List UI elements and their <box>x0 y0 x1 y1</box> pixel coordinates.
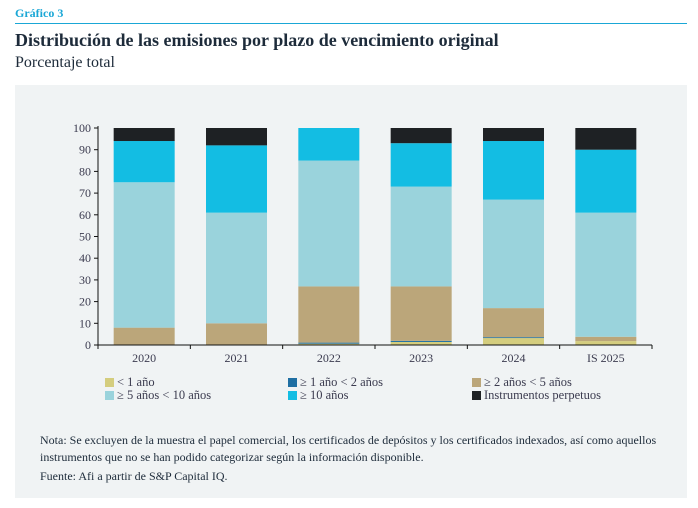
chart-source: Fuente: Afi a partir de S&P Capital IQ. <box>40 469 228 483</box>
header-rule <box>15 23 687 24</box>
legend-label: ≥ 10 años <box>300 388 349 402</box>
legend-swatch <box>472 378 481 387</box>
bar-segment-2023-s2 <box>390 286 452 341</box>
bar-segment-2024-s0 <box>483 338 544 345</box>
x-tick-label: IS 2025 <box>587 351 625 365</box>
bar-segment-2023-s0 <box>390 341 452 345</box>
bar-segment-2023-s5 <box>390 128 452 144</box>
legend-swatch <box>105 378 114 387</box>
bar-segment-2021-s4 <box>206 145 267 213</box>
legend-label: ≥ 1 año < 2 años <box>300 375 383 389</box>
chart-title: Distribución de las emisiones por plazo … <box>15 30 499 50</box>
y-tick-label: 90 <box>79 143 91 157</box>
y-tick-label: 70 <box>79 186 91 200</box>
chart-note: Nota: Se excluyen de la muestra el papel… <box>40 433 657 464</box>
bar-segment-2023-s1 <box>390 340 452 342</box>
bar-segment-2023-s3 <box>390 186 452 287</box>
bar-segment-2020-s4 <box>113 141 175 183</box>
y-tick-label: 0 <box>85 338 91 352</box>
legend-swatch <box>288 378 297 387</box>
bar-segment-2023-s4 <box>390 143 452 187</box>
bar-segment-2020-s5 <box>113 128 175 142</box>
bar-segment-2022-s2 <box>298 286 360 343</box>
bar-segment-2024-s3 <box>483 199 544 309</box>
y-tick-label: 50 <box>79 230 91 244</box>
bar-segment-2024-s4 <box>483 141 544 200</box>
y-tick-label: 60 <box>79 208 91 222</box>
x-tick-label: 2021 <box>225 351 249 365</box>
bar-segment-2020-s3 <box>113 182 175 328</box>
bar-segment-2022-s0 <box>298 343 360 345</box>
bar-segment-is-2025-s3 <box>575 212 637 337</box>
bar-segment-is-2025-s2 <box>575 336 637 342</box>
bars-layer <box>113 128 637 345</box>
legend-label: Instrumentos perpetuos <box>484 388 601 402</box>
bar-segment-2024-s1 <box>483 337 544 339</box>
y-tick-label: 30 <box>79 273 91 287</box>
bar-segment-2021-s5 <box>206 128 267 146</box>
x-tick-label: 2023 <box>409 351 433 365</box>
bar-segment-2021-s3 <box>206 212 267 324</box>
legend-swatch <box>105 391 114 400</box>
legend-item-2-5: ≥ 2 años < 5 años <box>472 375 572 390</box>
x-tick-label: 2020 <box>132 351 156 365</box>
y-tick-label: 40 <box>79 251 91 265</box>
bar-segment-is-2025-s4 <box>575 149 637 213</box>
y-tick-label: 20 <box>79 295 91 309</box>
bar-segment-is-2025-s0 <box>575 341 637 345</box>
legend-item-perpetual: Instrumentos perpetuos <box>472 388 601 403</box>
x-tick-label: 2024 <box>502 351 526 365</box>
bar-segment-2022-s1 <box>298 342 360 344</box>
y-tick-label: 10 <box>79 316 91 330</box>
y-tick-label: 80 <box>79 164 91 178</box>
legend-label: ≥ 2 años < 5 años <box>484 375 572 389</box>
bar-segment-2024-s5 <box>483 128 544 142</box>
bar-segment-2022-s4 <box>298 128 360 161</box>
legend-swatch <box>288 391 297 400</box>
legend-swatch <box>472 391 481 400</box>
legend-item-gte-10: ≥ 10 años <box>288 388 349 403</box>
legend-item-lt-1: < 1 año <box>105 375 155 390</box>
chart-subtitle: Porcentaje total <box>15 54 115 71</box>
chart-kicker: Gráfico 3 <box>15 6 64 20</box>
legend-label: ≥ 5 años < 10 años <box>117 388 212 402</box>
legend-item-5-10: ≥ 5 años < 10 años <box>105 388 211 403</box>
bar-segment-2024-s2 <box>483 308 544 338</box>
y-tick-label: 100 <box>73 121 91 135</box>
bar-segment-2022-s3 <box>298 160 360 287</box>
bar-segment-is-2025-s5 <box>575 128 637 150</box>
legend-item-1-2: ≥ 1 año < 2 años <box>288 375 383 390</box>
bar-segment-2021-s2 <box>206 323 267 345</box>
bar-segment-2020-s2 <box>113 327 175 345</box>
x-tick-label: 2022 <box>317 351 341 365</box>
axes-layer: 0 10 20 30 40 50 60 70 80 90 100 2020 2021 2022 2023 20… <box>73 121 653 365</box>
legend-label: < 1 año <box>117 375 155 389</box>
